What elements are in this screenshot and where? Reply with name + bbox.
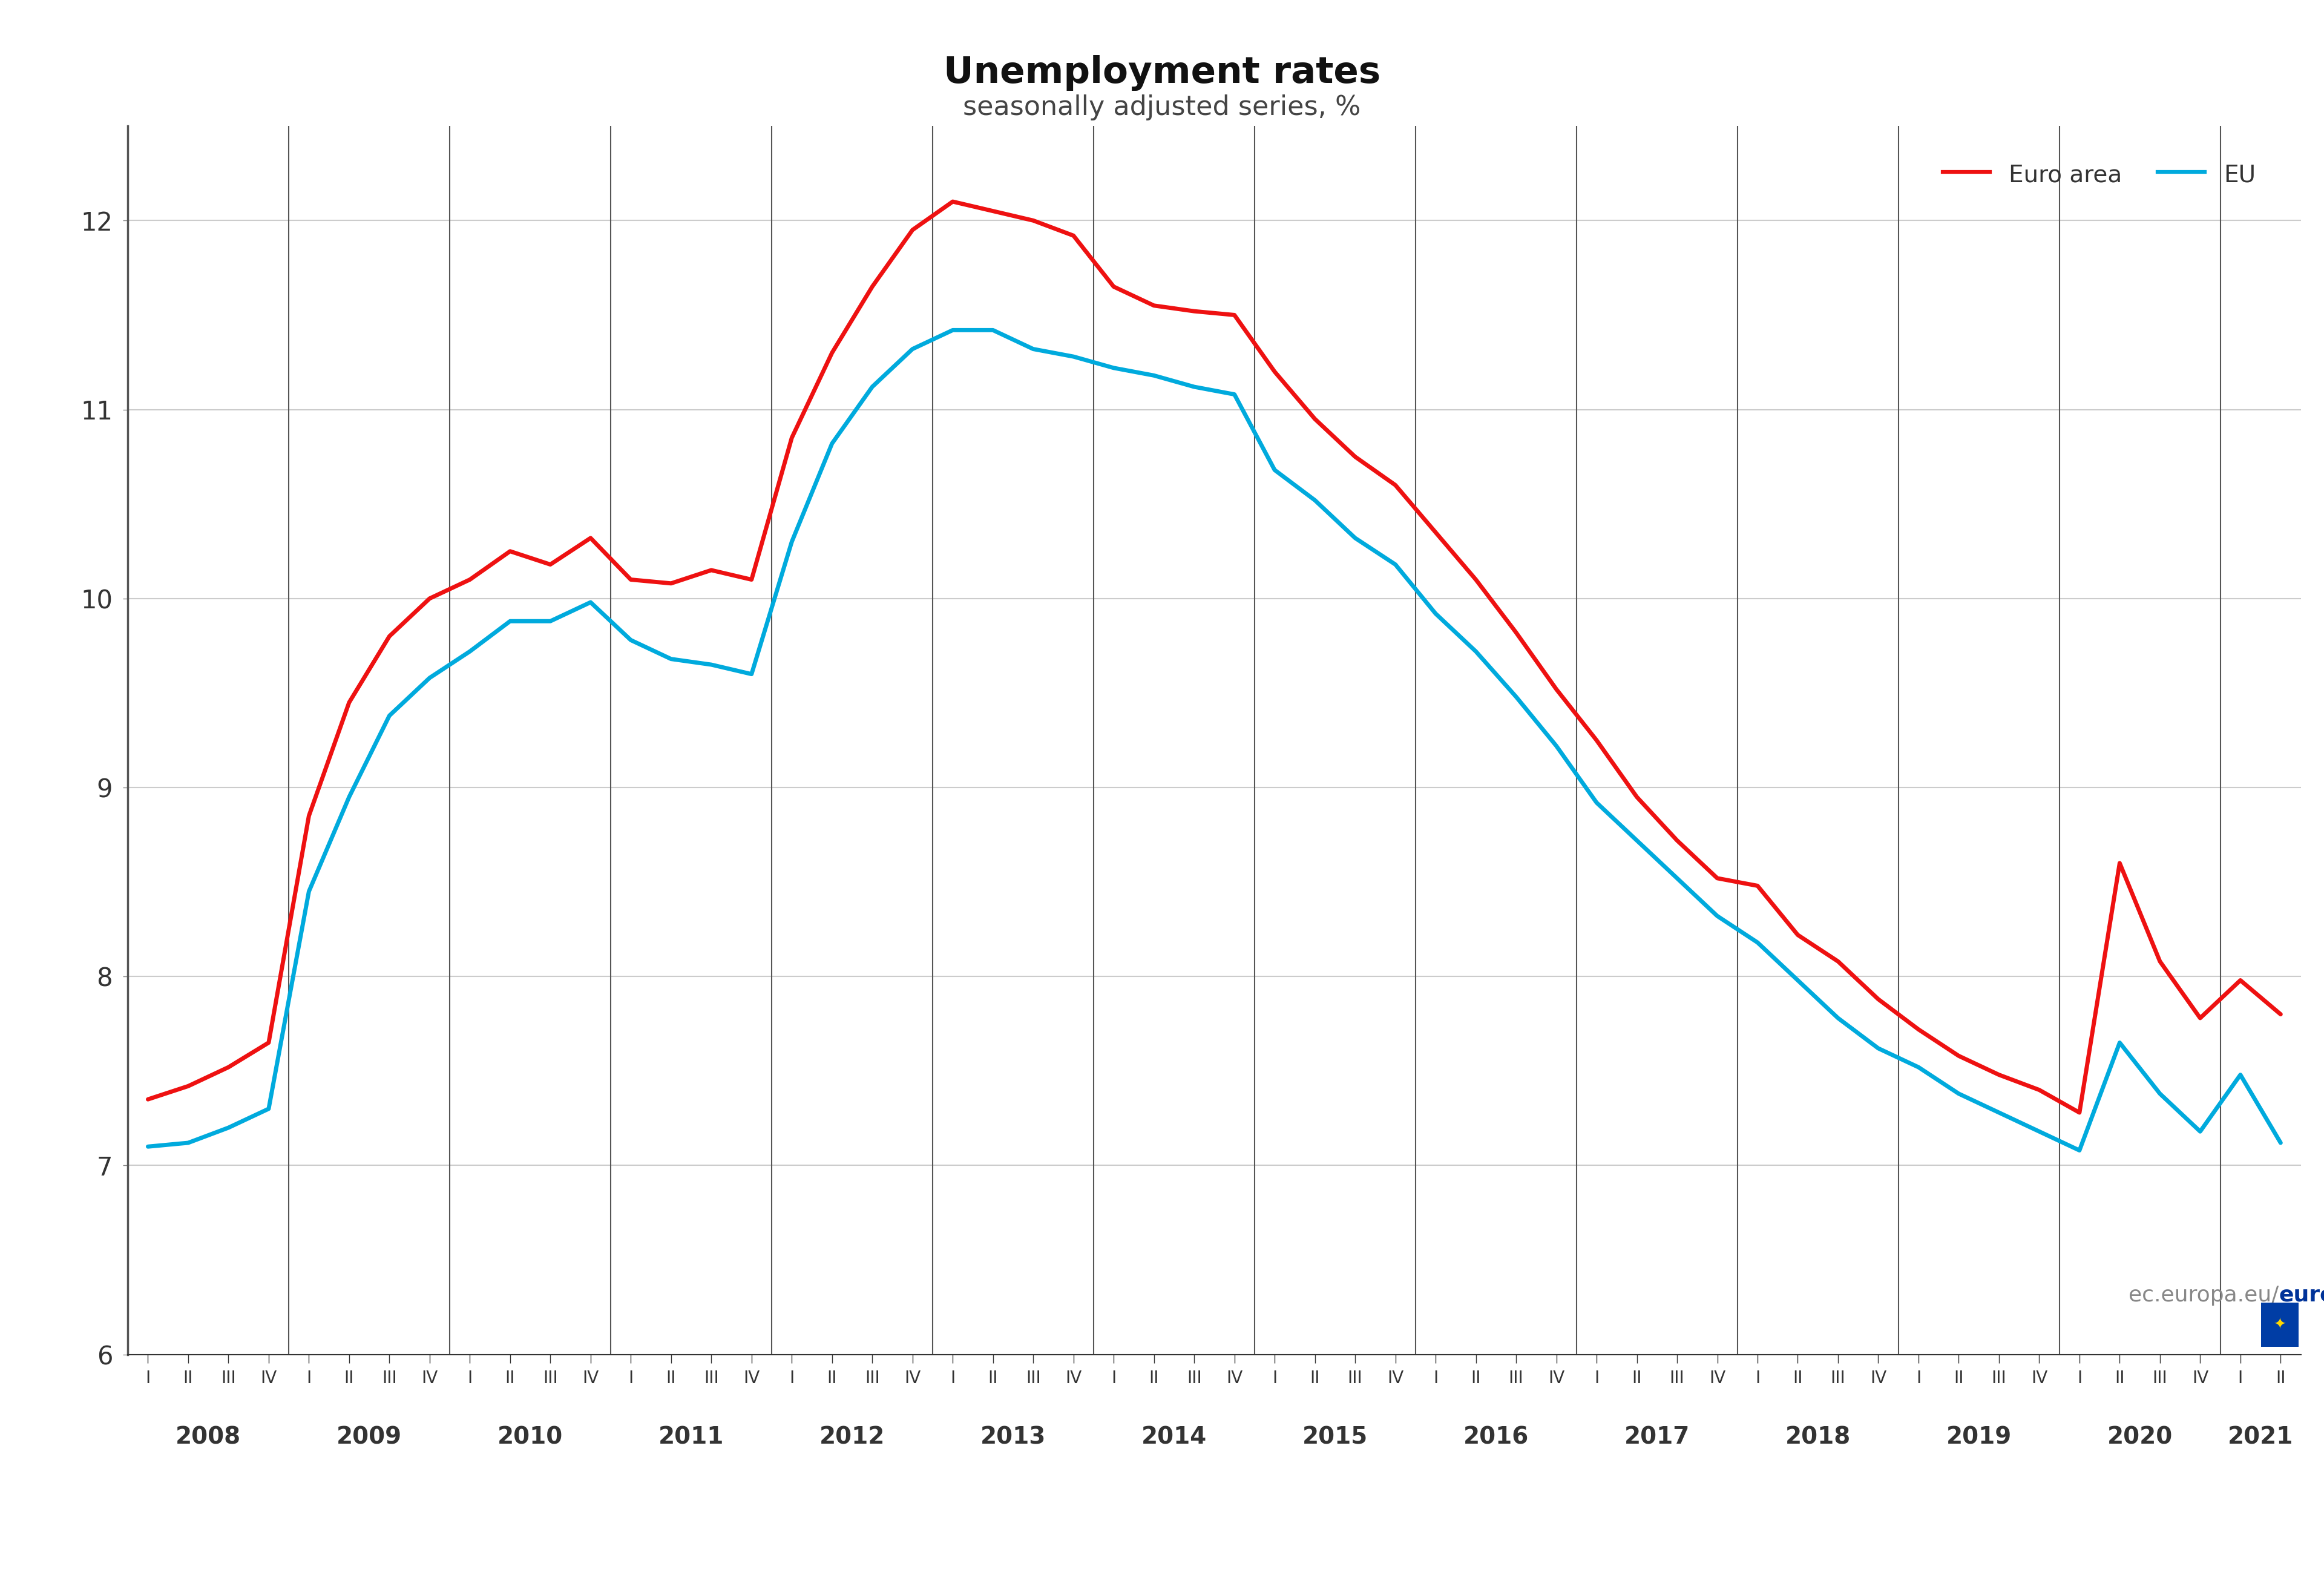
Text: eurostat: eurostat <box>2280 1285 2324 1306</box>
Text: ✦: ✦ <box>2273 1317 2287 1332</box>
Text: Unemployment rates: Unemployment rates <box>944 55 1380 91</box>
Text: ec.europa.eu/: ec.europa.eu/ <box>2129 1285 2280 1306</box>
Legend: Euro area, EU: Euro area, EU <box>1931 150 2268 198</box>
Text: seasonally adjusted series, %: seasonally adjusted series, % <box>962 94 1362 121</box>
